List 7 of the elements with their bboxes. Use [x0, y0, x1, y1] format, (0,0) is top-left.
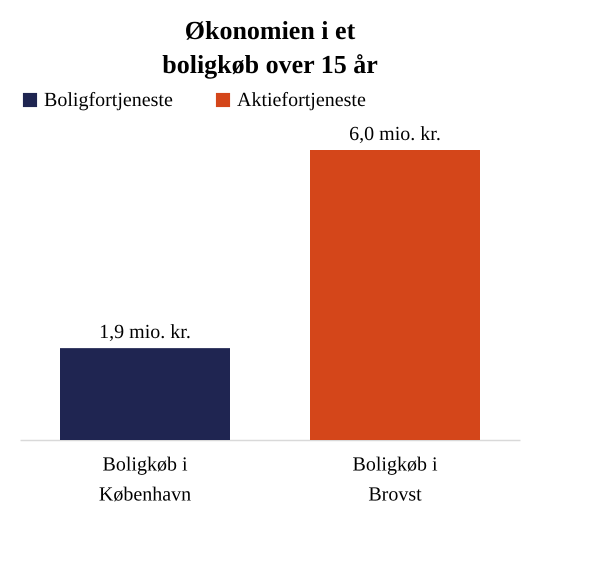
legend-label: Boligfortjeneste	[44, 89, 173, 111]
legend-label: Aktiefortjeneste	[237, 89, 366, 111]
x-tick-label: Boligkøb i København	[98, 454, 192, 506]
chart-title: Økonomien i et boligkøb over 15 år	[162, 16, 378, 79]
x-tick-label: Boligkøb i Brovst	[352, 454, 438, 506]
data-label: 6,0 mio. kr.	[349, 123, 441, 145]
data-label: 1,9 mio. kr.	[99, 321, 191, 344]
